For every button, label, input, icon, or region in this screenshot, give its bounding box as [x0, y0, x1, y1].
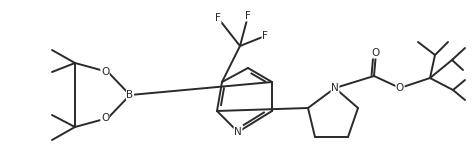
Text: B: B: [126, 90, 134, 100]
Text: F: F: [215, 13, 221, 23]
Text: N: N: [331, 83, 339, 93]
Text: F: F: [245, 11, 251, 21]
Text: F: F: [262, 31, 268, 41]
Text: O: O: [372, 48, 380, 58]
Text: O: O: [101, 113, 109, 123]
Text: O: O: [101, 67, 109, 77]
Text: O: O: [396, 83, 404, 93]
Text: N: N: [234, 127, 242, 137]
